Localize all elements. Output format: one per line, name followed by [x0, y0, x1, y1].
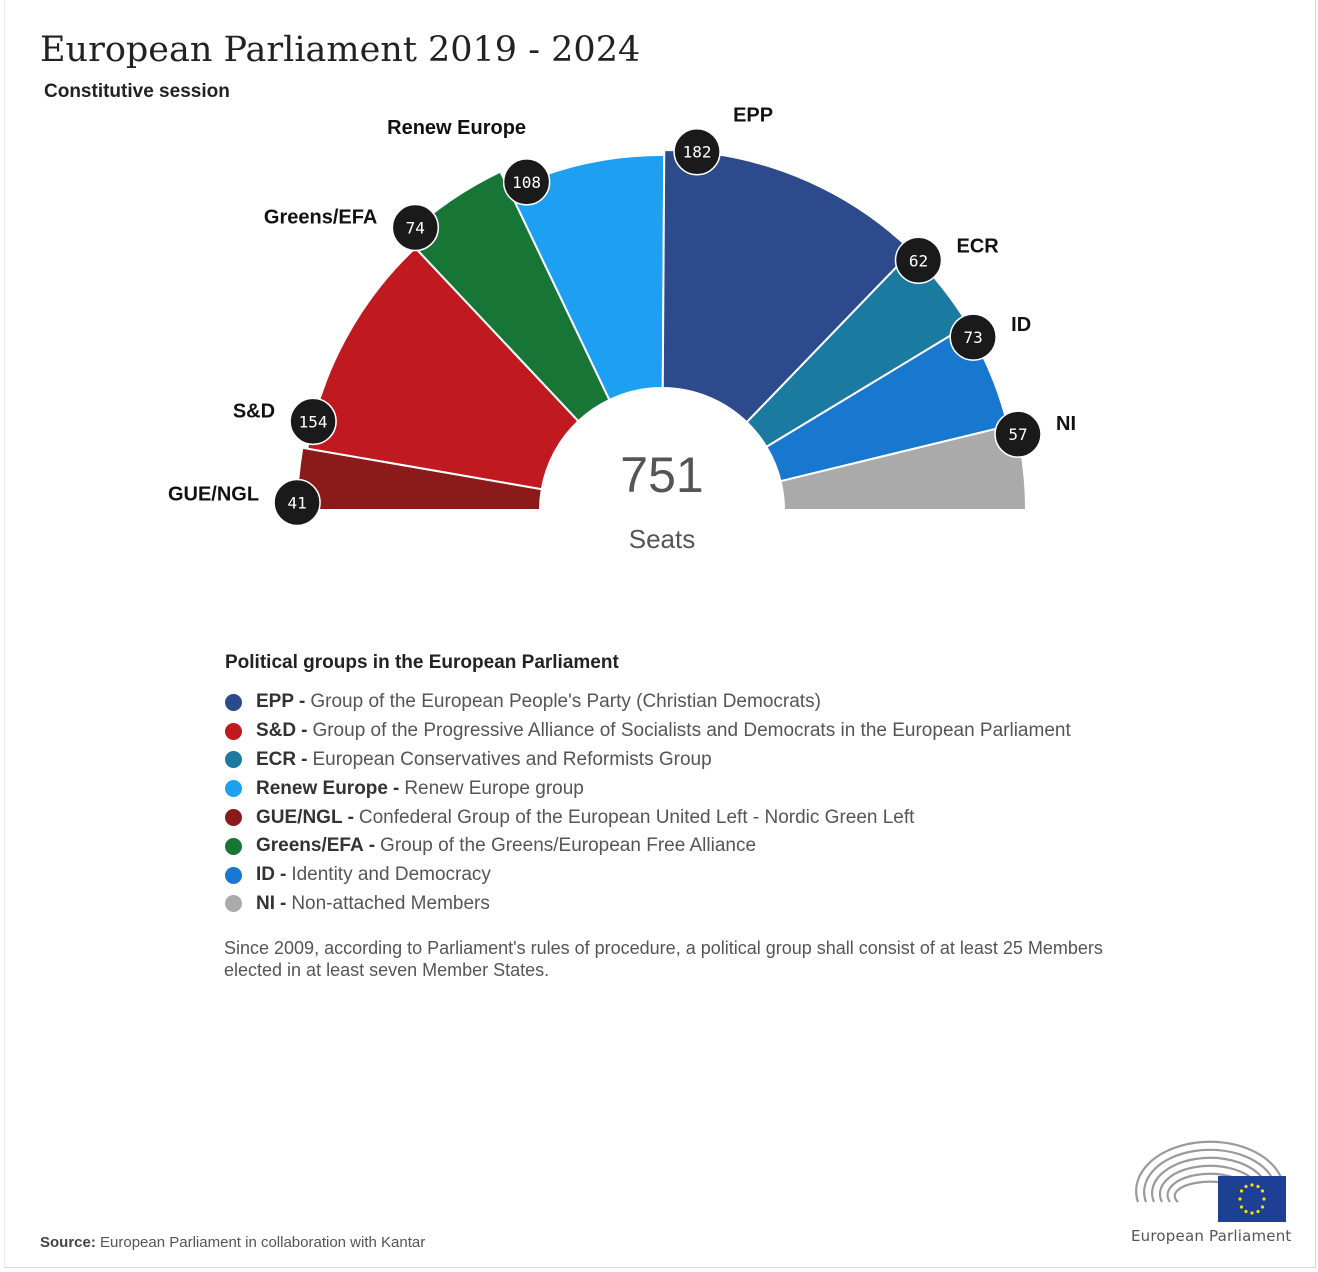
legend-abbr: NI: [256, 892, 275, 914]
legend-separator: -: [347, 806, 354, 828]
seat-value-label: 41: [287, 493, 306, 512]
seat-badge-circle: [289, 397, 337, 446]
seat-badge-circle: [502, 158, 551, 206]
seat-badge-circle: [894, 236, 943, 285]
legend-item: GUE/NGL - Confederal Group of the European…: [225, 803, 1125, 832]
legend-abbr: EPP: [256, 691, 295, 713]
legend-separator: -: [301, 720, 308, 742]
group-name-label: Greens/EFA: [264, 207, 377, 229]
legend-description: Group of the European People's Party (Ch…: [310, 691, 821, 713]
legend-swatch: [225, 837, 242, 855]
seat-badge-circle: [949, 313, 997, 361]
legend-separator: -: [280, 892, 287, 914]
chart-subtitle: Constitutive session: [44, 81, 230, 102]
seat-badge-circle: [673, 127, 721, 176]
chart-title: European Parliament 2019 - 2024: [40, 30, 641, 70]
european-parliament-logo: [1135, 1140, 1286, 1222]
seat-badge: 182: [673, 127, 721, 176]
total-seats-label: Seats: [629, 524, 696, 554]
legend-swatch: [225, 809, 242, 827]
total-seats-value: 751: [620, 447, 703, 503]
group-name-label: NI: [1056, 413, 1076, 435]
legend-item: EPP - Group of the European People's Party…: [225, 688, 1125, 717]
rules-note: Since 2009, according to Parliament's ru…: [224, 938, 1103, 980]
seat-badge: 73: [949, 313, 997, 361]
seat-value-label: 108: [512, 173, 541, 192]
seat-badge: 74: [391, 203, 440, 252]
legend-list: EPP - Group of the European People's Party…: [225, 688, 1125, 918]
group-name-label: ECR: [956, 235, 999, 257]
seat-badge: 154: [289, 397, 337, 446]
seat-badge: 108: [502, 158, 551, 206]
seat-value-label: 154: [299, 412, 328, 431]
legend-abbr: S&D: [256, 720, 297, 742]
group-name-label: S&D: [233, 400, 275, 422]
legend-swatch: [225, 693, 242, 711]
legend-abbr: Greens/EFA: [256, 835, 364, 857]
legend-item: Renew Europe - Renew Europe group: [225, 774, 1125, 803]
legend-abbr: ID: [256, 864, 275, 886]
seat-badge-circle: [273, 478, 321, 527]
seat-badge: 41: [273, 478, 321, 527]
seat-badge: 62: [894, 236, 943, 285]
legend-description: Renew Europe group: [404, 777, 584, 799]
seat-slice: [661, 149, 914, 424]
legend-description: Non-attached Members: [291, 892, 490, 914]
seat-value-label: 57: [1008, 425, 1027, 444]
seat-badge-circle: [391, 203, 440, 252]
legend-title: Political groups in the European Parliam…: [225, 652, 619, 673]
legend-separator: -: [392, 777, 400, 799]
legend-separator: -: [299, 691, 306, 713]
legend-description: European Conservatives and Reformists Gr…: [312, 748, 712, 770]
legend-swatch: [225, 751, 242, 769]
legend-abbr: GUE/NGL: [256, 806, 343, 828]
seat-value-label: 74: [406, 219, 425, 238]
source-label: Source:: [40, 1234, 96, 1251]
seat-badge: 57: [994, 410, 1042, 458]
legend-description: Group of the Progressive Alliance of Soc…: [312, 720, 1071, 742]
source-line: Source: European Parliament in collabora…: [40, 1234, 425, 1251]
seat-value-label: 182: [683, 143, 712, 162]
legend-separator: -: [368, 835, 376, 857]
legend-item: NI - Non-attached Members: [225, 890, 1125, 919]
logo-text: European Parliament: [1131, 1227, 1292, 1245]
legend-item: Greens/EFA - Group of the Greens/European …: [225, 832, 1125, 861]
group-name-label: Renew Europe: [387, 117, 526, 139]
legend-description: Identity and Democracy: [291, 864, 491, 886]
legend-description: Group of the Greens/European Free Allian…: [380, 835, 757, 857]
seat-value-label: 62: [909, 251, 928, 270]
source-text: European Parliament in collaboration wit…: [100, 1234, 426, 1251]
group-name-label: GUE/NGL: [168, 483, 259, 505]
legend-swatch: [225, 866, 242, 884]
legend-swatch: [225, 895, 242, 913]
legend-item: ID - Identity and Democracy: [225, 861, 1125, 890]
legend: Political groups in the European Parliam…: [225, 652, 1125, 918]
legend-swatch: [225, 780, 242, 798]
legend-item: ECR - European Conservatives and Reformist…: [225, 746, 1125, 775]
legend-item: S&D - Group of the Progressive Alliance of…: [225, 717, 1125, 746]
group-name-label: EPP: [733, 105, 773, 127]
legend-separator: -: [280, 864, 287, 886]
legend-abbr: ECR: [256, 748, 297, 770]
seat-badge-circle: [994, 410, 1042, 458]
group-name-label: ID: [1011, 314, 1031, 336]
legend-swatch: [225, 722, 242, 740]
page-frame: [4, 0, 1316, 1268]
seat-slice: [306, 246, 580, 491]
legend-description: Confederal Group of the European United …: [358, 806, 915, 828]
legend-abbr: Renew Europe: [256, 777, 388, 799]
legend-separator: -: [301, 748, 308, 770]
seat-chart: 41 GUE/NGL 154 S&D 74 Greens/EFA 108 Renew Euro…: [168, 105, 1076, 554]
seat-value-label: 73: [964, 328, 983, 347]
